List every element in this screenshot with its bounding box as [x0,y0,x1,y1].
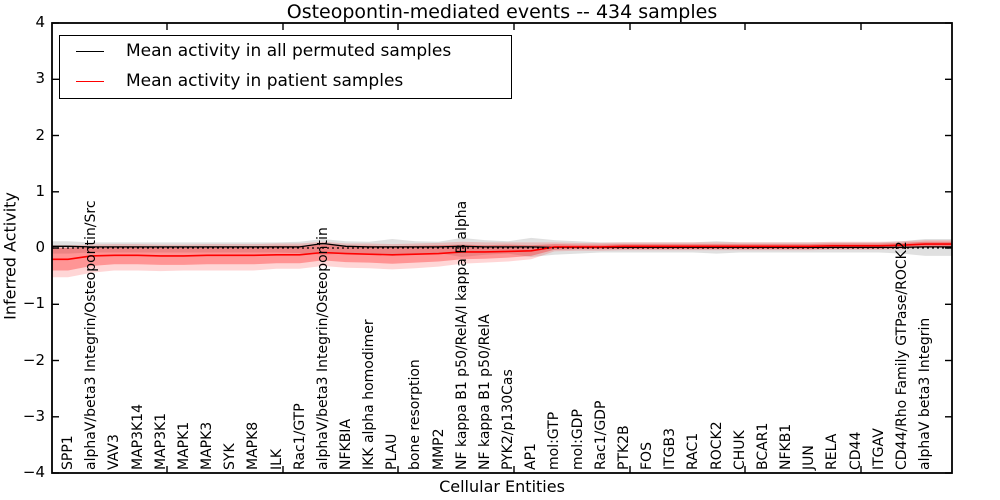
x-tick-label: NFKB1 [778,423,794,470]
x-tick-label: alphaV beta3 Integrin [917,317,933,470]
x-tick-label: alphaV/beta3 Integrin/Osteopontin/Src [83,200,100,470]
x-tick-label: PLAU [384,433,401,470]
legend-label-patient: Mean activity in patient samples [126,71,404,91]
x-tick-label: PYK2/p130Cas [500,369,517,470]
permuted-line-sample-icon [76,50,104,52]
y-tick-label: −1 [22,294,45,313]
y-tick-label: 4 [35,13,45,31]
x-tick-label: SPP1 [60,435,76,470]
y-tick-label: 0 [35,238,45,256]
x-tick-label: SYK [222,443,239,470]
x-axis-label: Cellular Entities [439,477,565,496]
x-tick-label: ILK [268,448,285,470]
x-tick-label: MAPK3 [199,421,215,470]
x-tick-label: NF kappa B1 p50/RelA [476,314,493,470]
x-tick-label: RAC1 [685,432,702,470]
patient-line-sample-icon [76,80,104,82]
x-tick-label: PTK2B [615,425,632,470]
x-tick-label: MAPK1 [175,421,192,470]
x-tick-label: mol:GDP [569,409,586,470]
legend-row-patient: Mean activity in patient samples [60,66,511,96]
x-tick-label: MAPK8 [245,421,262,470]
y-tick-label: 3 [35,69,45,88]
x-tick-label: ITGB3 [662,427,679,470]
patient-confidence-band-outer [52,240,952,278]
x-tick-label: MAP3K14 [129,403,146,470]
y-tick-label: −4 [22,463,45,481]
x-tick-label: mol:GTP [546,411,563,470]
x-tick-label: NFKBIA [337,418,354,470]
x-tick-label: IKK alpha homodimer [361,319,378,470]
x-tick-label: RELA [824,433,841,470]
legend: Mean activity in all permuted samples Me… [59,35,512,99]
x-tick-label: ITGAV [870,428,887,470]
x-tick-label: JUN [801,445,818,470]
x-tick-label: AP1 [523,443,540,470]
chart-title: Osteopontin-mediated events -- 434 sampl… [286,1,718,23]
x-tick-label: ROCK2 [708,421,725,470]
x-tick-label: CD44 [847,431,864,470]
y-tick-label: −2 [22,350,45,369]
patient-confidence-band-inner [52,241,952,271]
x-tick-label: Rac1/GTP [291,403,308,470]
x-tick-label: VAV3 [106,434,123,470]
x-tick-label: Rac1/GDP [592,400,609,470]
x-tick-label: BCAR1 [754,422,771,470]
x-tick-label: bone resorption [407,359,424,470]
y-tick-label: −3 [22,406,45,425]
x-tick-label: CD44/Rho Family GTPase/ROCK2 [893,241,910,470]
y-tick-label: 1 [35,181,45,200]
x-tick-label: NF kappa B1 p50/RelA/I kappa B alpha [453,200,470,470]
legend-label-permuted: Mean activity in all permuted samples [126,41,452,61]
legend-row-permuted: Mean activity in all permuted samples [60,36,511,66]
x-tick-label: CHUK [731,430,748,470]
y-tick-label: 2 [35,125,45,144]
x-tick-label: MMP2 [430,428,447,470]
x-tick-label: MAP3K1 [152,412,169,470]
x-tick-label: alphaV/beta3 Integrin/Osteopontin [314,227,331,470]
patient-mean-line [52,243,952,261]
x-tick-label: FOS [639,442,656,470]
